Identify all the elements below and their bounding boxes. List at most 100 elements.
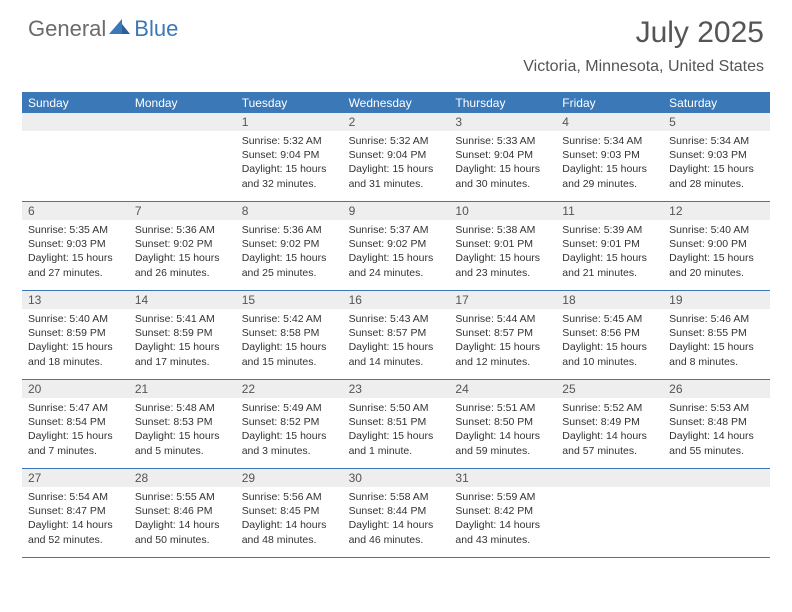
daylight-text: Daylight: 14 hours and 48 minutes.	[242, 518, 337, 546]
daylight-text: Daylight: 14 hours and 43 minutes.	[455, 518, 550, 546]
day-body: Sunrise: 5:54 AMSunset: 8:47 PMDaylight:…	[22, 487, 129, 550]
sunrise-text: Sunrise: 5:43 AM	[349, 312, 444, 326]
day-body: Sunrise: 5:45 AMSunset: 8:56 PMDaylight:…	[556, 309, 663, 372]
header: General Blue July 2025 Victoria, Minneso…	[0, 0, 792, 80]
day-cell: 22 Sunrise: 5:49 AMSunset: 8:52 PMDayligh…	[236, 380, 343, 468]
day-body	[129, 131, 236, 191]
sunrise-text: Sunrise: 5:56 AM	[242, 490, 337, 504]
sunset-text: Sunset: 9:03 PM	[28, 237, 123, 251]
sunrise-text: Sunrise: 5:59 AM	[455, 490, 550, 504]
day-cell: 4Sunrise: 5:34 AMSunset: 9:03 PMDaylight…	[556, 113, 663, 201]
sunset-text: Sunset: 8:49 PM	[562, 415, 657, 429]
day-cell: 1Sunrise: 5:32 AMSunset: 9:04 PMDaylight…	[236, 113, 343, 201]
sunset-text: Sunset: 8:58 PM	[242, 326, 337, 340]
sunrise-text: Sunrise: 5:49 AM	[242, 401, 337, 415]
day-number: 25	[556, 380, 663, 398]
sunrise-text: Sunrise: 5:34 AM	[669, 134, 764, 148]
daylight-text: Daylight: 14 hours and 52 minutes.	[28, 518, 123, 546]
day-cell	[22, 113, 129, 201]
day-cell: 26Sunrise: 5:53 AMSunset: 8:48 PMDayligh…	[663, 380, 770, 468]
sunset-text: Sunset: 8:45 PM	[242, 504, 337, 518]
day-cell: 5Sunrise: 5:34 AMSunset: 9:03 PMDaylight…	[663, 113, 770, 201]
logo-text-blue: Blue	[134, 16, 178, 42]
daylight-text: Daylight: 15 hours and 12 minutes.	[455, 340, 550, 368]
day-number: 30	[343, 469, 450, 487]
sunrise-text: Sunrise: 5:35 AM	[28, 223, 123, 237]
week-row: 6Sunrise: 5:35 AMSunset: 9:03 PMDaylight…	[22, 202, 770, 291]
sunset-text: Sunset: 8:59 PM	[28, 326, 123, 340]
day-body: Sunrise: 5:48 AMSunset: 8:53 PMDaylight:…	[129, 398, 236, 461]
day-body: Sunrise: 5:34 AMSunset: 9:03 PMDaylight:…	[663, 131, 770, 194]
sunset-text: Sunset: 9:04 PM	[349, 148, 444, 162]
sunset-text: Sunset: 8:51 PM	[349, 415, 444, 429]
sunrise-text: Sunrise: 5:46 AM	[669, 312, 764, 326]
sunrise-text: Sunrise: 5:44 AM	[455, 312, 550, 326]
day-cell: 20Sunrise: 5:47 AMSunset: 8:54 PMDayligh…	[22, 380, 129, 468]
sunset-text: Sunset: 9:04 PM	[455, 148, 550, 162]
daylight-text: Daylight: 15 hours and 14 minutes.	[349, 340, 444, 368]
daylight-text: Daylight: 15 hours and 5 minutes.	[135, 429, 230, 457]
day-cell: 6Sunrise: 5:35 AMSunset: 9:03 PMDaylight…	[22, 202, 129, 290]
daylight-text: Daylight: 15 hours and 7 minutes.	[28, 429, 123, 457]
day-body: Sunrise: 5:59 AMSunset: 8:42 PMDaylight:…	[449, 487, 556, 550]
daylight-text: Daylight: 15 hours and 3 minutes.	[242, 429, 337, 457]
sunset-text: Sunset: 8:52 PM	[242, 415, 337, 429]
sunset-text: Sunset: 8:42 PM	[455, 504, 550, 518]
logo: General Blue	[28, 16, 178, 42]
daylight-text: Daylight: 15 hours and 32 minutes.	[242, 162, 337, 190]
day-header: Monday	[129, 93, 236, 113]
sunset-text: Sunset: 8:57 PM	[455, 326, 550, 340]
daylight-text: Daylight: 15 hours and 30 minutes.	[455, 162, 550, 190]
sunset-text: Sunset: 8:47 PM	[28, 504, 123, 518]
day-number: 19	[663, 291, 770, 309]
day-cell: 17 Sunrise: 5:44 AMSunset: 8:57 PMDayligh…	[449, 291, 556, 379]
week-row: 13Sunrise: 5:40 AMSunset: 8:59 PMDayligh…	[22, 291, 770, 380]
day-number: 10	[449, 202, 556, 220]
day-header: Sunday	[22, 93, 129, 113]
day-number	[129, 113, 236, 131]
sunset-text: Sunset: 8:56 PM	[562, 326, 657, 340]
sunset-text: Sunset: 8:53 PM	[135, 415, 230, 429]
day-body: Sunrise: 5:58 AMSunset: 8:44 PMDaylight:…	[343, 487, 450, 550]
daylight-text: Daylight: 15 hours and 27 minutes.	[28, 251, 123, 279]
sunrise-text: Sunrise: 5:36 AM	[242, 223, 337, 237]
daylight-text: Daylight: 15 hours and 10 minutes.	[562, 340, 657, 368]
day-cell: 28Sunrise: 5:55 AMSunset: 8:46 PMDayligh…	[129, 469, 236, 557]
day-cell: 21Sunrise: 5:48 AMSunset: 8:53 PMDayligh…	[129, 380, 236, 468]
sunset-text: Sunset: 9:02 PM	[242, 237, 337, 251]
logo-text-general: General	[28, 16, 106, 42]
week-row: 1Sunrise: 5:32 AMSunset: 9:04 PMDaylight…	[22, 113, 770, 202]
day-number: 15	[236, 291, 343, 309]
day-body: Sunrise: 5:50 AMSunset: 8:51 PMDaylight:…	[343, 398, 450, 461]
sunset-text: Sunset: 8:50 PM	[455, 415, 550, 429]
sunset-text: Sunset: 8:48 PM	[669, 415, 764, 429]
day-cell: 27Sunrise: 5:54 AMSunset: 8:47 PMDayligh…	[22, 469, 129, 557]
day-number: 23	[343, 380, 450, 398]
sunrise-text: Sunrise: 5:58 AM	[349, 490, 444, 504]
day-cell: 9Sunrise: 5:37 AMSunset: 9:02 PMDaylight…	[343, 202, 450, 290]
day-number: 17	[449, 291, 556, 309]
day-number: 26	[663, 380, 770, 398]
daylight-text: Daylight: 14 hours and 57 minutes.	[562, 429, 657, 457]
sunrise-text: Sunrise: 5:53 AM	[669, 401, 764, 415]
day-number: 2	[343, 113, 450, 131]
day-body: Sunrise: 5:43 AMSunset: 8:57 PMDaylight:…	[343, 309, 450, 372]
day-cell: 31Sunrise: 5:59 AMSunset: 8:42 PMDayligh…	[449, 469, 556, 557]
day-number: 22	[236, 380, 343, 398]
day-number: 9	[343, 202, 450, 220]
sunset-text: Sunset: 8:59 PM	[135, 326, 230, 340]
sunset-text: Sunset: 9:01 PM	[562, 237, 657, 251]
sunset-text: Sunset: 9:00 PM	[669, 237, 764, 251]
daylight-text: Daylight: 15 hours and 25 minutes.	[242, 251, 337, 279]
day-cell: 13Sunrise: 5:40 AMSunset: 8:59 PMDayligh…	[22, 291, 129, 379]
day-cell: 19Sunrise: 5:46 AMSunset: 8:55 PMDayligh…	[663, 291, 770, 379]
day-number: 8	[236, 202, 343, 220]
day-number: 14	[129, 291, 236, 309]
day-body: Sunrise: 5:38 AMSunset: 9:01 PMDaylight:…	[449, 220, 556, 283]
day-cell: 29Sunrise: 5:56 AMSunset: 8:45 PMDayligh…	[236, 469, 343, 557]
sunset-text: Sunset: 9:02 PM	[349, 237, 444, 251]
sunset-text: Sunset: 9:04 PM	[242, 148, 337, 162]
sunrise-text: Sunrise: 5:48 AM	[135, 401, 230, 415]
day-body: Sunrise: 5:53 AMSunset: 8:48 PMDaylight:…	[663, 398, 770, 461]
day-cell: 30Sunrise: 5:58 AMSunset: 8:44 PMDayligh…	[343, 469, 450, 557]
